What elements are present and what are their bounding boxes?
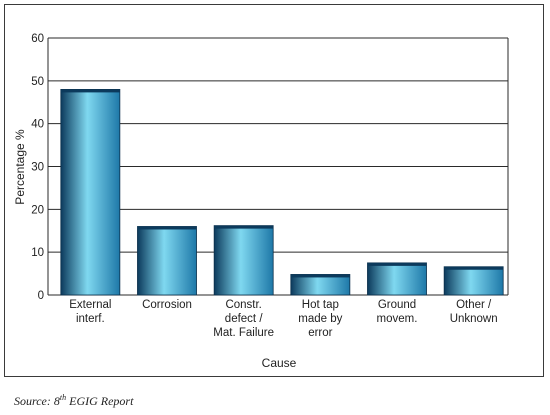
x-category-label-line: interf. xyxy=(76,313,105,325)
bar xyxy=(443,266,504,296)
y-axis-title: Percentage % xyxy=(13,129,27,205)
y-tick-label: 30 xyxy=(31,162,44,174)
x-category-label-line: Mat. Failure xyxy=(213,327,274,339)
bar-chart: 0 10 20 30 40 50 60 External interf. Corrosion Co… xyxy=(13,33,509,370)
bars xyxy=(60,89,504,296)
x-category-label-line: Constr. xyxy=(225,299,261,311)
bar-body xyxy=(213,225,274,296)
x-category-label-line: Ground xyxy=(378,299,416,311)
bar-cap xyxy=(290,274,350,278)
bar-body xyxy=(367,262,427,296)
x-category-label-line: Corrosion xyxy=(142,299,192,311)
x-category-label-line: Other / xyxy=(456,299,492,311)
bar-cap xyxy=(367,262,427,266)
source-prefix: Source: 8 xyxy=(14,394,60,408)
y-tick-label: 10 xyxy=(31,247,44,259)
x-category-label-line: Unknown xyxy=(450,313,498,325)
x-category-label: Constr. defect / Mat. Failure xyxy=(213,299,274,339)
bar-body xyxy=(60,89,121,296)
x-category-label: Hot tap made by error xyxy=(298,299,342,339)
x-category-label: Ground movem. xyxy=(377,299,418,325)
bar-cap xyxy=(137,226,197,230)
bar-body xyxy=(137,226,197,296)
x-category-label-line: Hot tap xyxy=(302,299,339,311)
bar-body xyxy=(290,274,351,296)
x-category-label-line: defect / xyxy=(225,313,264,325)
y-tick-label: 20 xyxy=(31,204,44,216)
source-superscript: th xyxy=(59,393,67,402)
bar-cap xyxy=(60,89,120,93)
source-suffix: EGIG Report xyxy=(66,394,134,408)
x-category-label: Other / Unknown xyxy=(450,299,498,325)
x-category-label-line: made by xyxy=(298,313,342,325)
bar-cap xyxy=(214,225,274,229)
bar xyxy=(367,262,427,296)
y-tick-label: 40 xyxy=(31,119,44,131)
bar-body xyxy=(443,266,504,296)
x-category-label-line: External xyxy=(69,299,111,311)
source-note: Source: 8th EGIG Report xyxy=(14,393,133,409)
bar-cap xyxy=(444,266,504,270)
gridlines xyxy=(47,37,509,296)
bar xyxy=(60,89,121,296)
x-axis-title: Cause xyxy=(262,356,297,370)
x-category-label-line: error xyxy=(308,327,332,339)
x-axis-category-labels: External interf. Corrosion Constr. defect / M… xyxy=(69,299,497,339)
bar xyxy=(290,274,351,296)
y-axis-ticks: 0 10 20 30 40 50 60 xyxy=(31,33,44,302)
y-tick-label: 60 xyxy=(31,33,44,45)
y-tick-label: 50 xyxy=(31,76,44,88)
bar xyxy=(213,225,274,296)
bar xyxy=(137,226,197,296)
x-category-label: Corrosion xyxy=(142,299,192,311)
x-category-label-line: movem. xyxy=(377,313,418,325)
x-category-label: External interf. xyxy=(69,299,111,325)
y-tick-label: 0 xyxy=(38,290,44,302)
